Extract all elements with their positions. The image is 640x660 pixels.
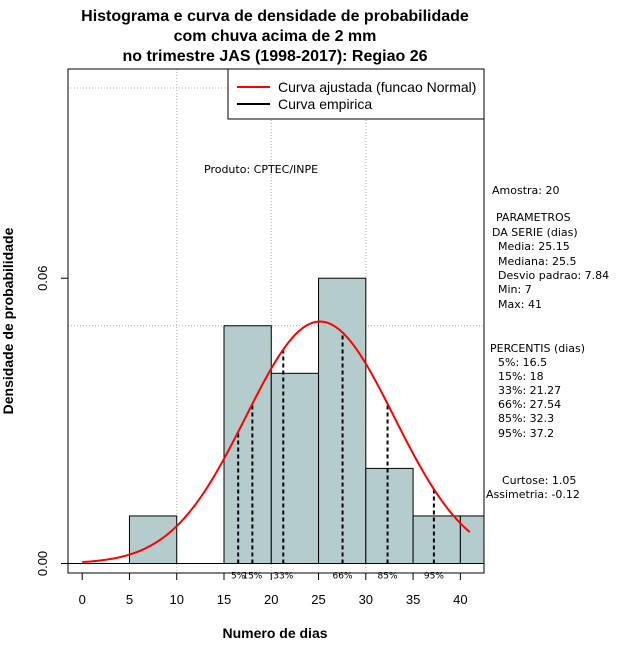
x-tick-label-4: 20 — [264, 592, 278, 607]
percentile-label-2: 33% — [273, 571, 293, 581]
stat-sample-size: Amostra: 20 — [492, 184, 559, 197]
x-tick-label-5: 25 — [311, 592, 325, 607]
x-tick-label-0: 0 — [79, 592, 86, 607]
percentile-label-3: 66% — [333, 571, 353, 581]
stat-params-heading: PARAMETROS — [496, 211, 571, 224]
percentile-label-1: 15% — [242, 571, 262, 581]
y-tick-label-1: 0.06 — [35, 266, 50, 291]
x-tick-label-8: 40 — [453, 592, 467, 607]
x-tick-label-1: 5 — [126, 592, 133, 607]
x-tick-label-7: 35 — [406, 592, 420, 607]
chart-title-line-3: no trimestre JAS (1998-2017): Regiao 26 — [122, 48, 427, 65]
percentile-label-5: 95% — [424, 571, 444, 581]
stat-p66: 66%: 27.54 — [498, 398, 561, 411]
histogram-bar-6 — [412, 515, 461, 564]
stat-max: Max: 41 — [498, 298, 542, 311]
stat-p95: 95%: 37.2 — [498, 427, 554, 440]
product-label: Produto: CPTEC/INPE — [204, 163, 318, 176]
legend-label-normal-curve: Curva ajustada (funcao Normal) — [278, 79, 476, 95]
stat-percentiles-heading: PERCENTIS (dias) — [490, 342, 585, 355]
percentile-label-4: 85% — [378, 571, 398, 581]
stat-skewness: Assimetria: -0.12 — [486, 488, 580, 501]
stat-mean: Media: 25.15 — [498, 240, 570, 253]
stat-p33: 33%: 21.27 — [498, 384, 561, 397]
density-curves — [82, 320, 471, 564]
histogram-bar-0 — [128, 515, 178, 564]
histogram-bar-5 — [365, 467, 414, 564]
stat-kurtosis: Curtose: 1.05 — [502, 474, 576, 487]
stat-p85: 85%: 32.3 — [498, 412, 554, 425]
x-axis-title: Numero de dias — [222, 625, 327, 641]
stat-std-dev: Desvio padrao: 7.84 — [498, 269, 609, 282]
legend-label-empirical-curve: Curva empirica — [278, 96, 372, 112]
x-tick-label-2: 10 — [169, 592, 183, 607]
x-tick-label-3: 15 — [217, 592, 231, 607]
stats-panel: Amostra: 20 PARAMETROS DA SERIE (dias) M… — [486, 184, 609, 501]
stat-median: Mediana: 25.5 — [498, 255, 576, 268]
x-tick-label-6: 30 — [359, 592, 373, 607]
stat-params-subheading: DA SERIE (dias) — [492, 226, 578, 239]
normal-fit-curve — [82, 320, 471, 564]
chart-title-line-1: Histograma e curva de densidade de proba… — [81, 8, 469, 25]
y-axis-title: Densidade de probabilidade — [0, 227, 16, 414]
legend: Curva ajustada (funcao Normal) Curva emp… — [227, 68, 485, 120]
chart-title-line-2: com chuva acima de 2 mm — [174, 28, 377, 45]
stat-min: Min: 7 — [498, 283, 532, 296]
histogram-bars — [68, 277, 485, 564]
y-tick-label-0: 0.00 — [35, 551, 50, 576]
stat-p15: 15%: 18 — [498, 370, 544, 383]
percentile-markers: 5%15% 33% 66% 85% 95% — [231, 332, 444, 581]
histogram-bar-7 — [459, 515, 485, 564]
percentile-label-0: 5% — [231, 571, 246, 581]
legend-box — [227, 68, 485, 120]
histogram-bar-3 — [270, 372, 320, 564]
stat-p5: 5%: 16.5 — [498, 356, 547, 369]
